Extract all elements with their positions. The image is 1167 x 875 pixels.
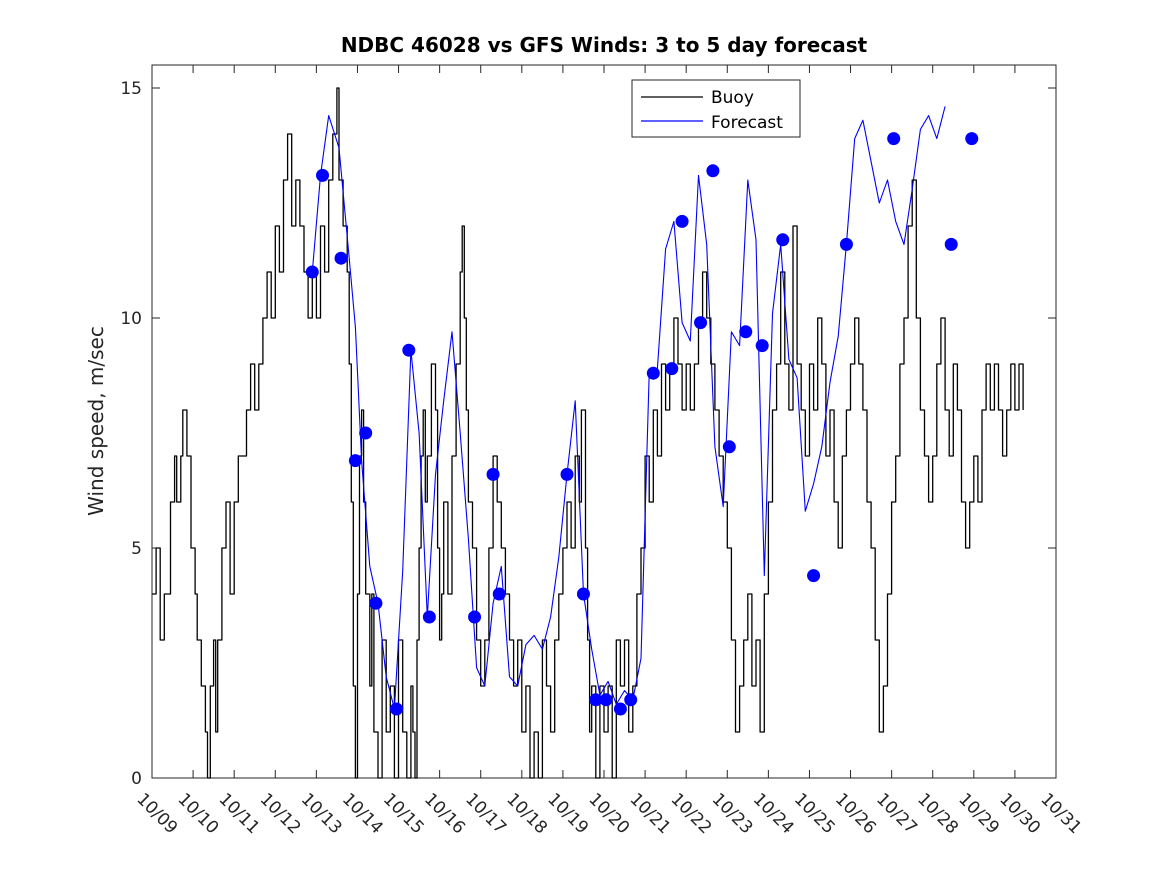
forecast-marker-point (887, 132, 901, 146)
forecast-marker-point (694, 316, 708, 330)
forecast-marker-point (492, 587, 506, 601)
forecast-marker-point (305, 265, 319, 279)
legend-label-forecast: Forecast (711, 113, 783, 133)
chart-title: NDBC 46028 vs GFS Winds: 3 to 5 day fore… (341, 33, 868, 57)
forecast-marker-point (348, 454, 362, 468)
forecast-marker-point (675, 214, 689, 228)
forecast-marker-point (624, 693, 638, 707)
forecast-marker-point (402, 343, 416, 357)
y-tick-label: 5 (131, 539, 142, 559)
forecast-marker-point (944, 237, 958, 251)
forecast-marker-point (369, 596, 383, 610)
forecast-marker-point (665, 362, 679, 376)
forecast-marker-point (560, 467, 574, 481)
legend-label-buoy: Buoy (711, 88, 754, 108)
forecast-marker-point (613, 702, 627, 716)
y-axis-label: Wind speed, m/sec (84, 326, 108, 516)
forecast-marker-point (755, 339, 769, 353)
y-tick-label: 15 (120, 79, 142, 99)
forecast-marker-point (468, 610, 482, 624)
series-line-buoy (152, 87, 1024, 779)
forecast-marker-point (422, 610, 436, 624)
forecast-marker-point (739, 325, 753, 339)
forecast-marker-point (589, 693, 603, 707)
forecast-markers (305, 132, 979, 716)
y-tick-label: 10 (120, 309, 142, 329)
forecast-marker-point (706, 164, 720, 178)
forecast-marker-point (776, 233, 790, 247)
plot-area (151, 64, 1057, 779)
forecast-marker-point (807, 569, 821, 583)
y-tick-label: 0 (131, 769, 142, 789)
forecast-marker-point (486, 467, 500, 481)
forecast-marker-point (359, 426, 373, 440)
forecast-marker-point (576, 587, 590, 601)
forecast-marker-point (722, 440, 736, 454)
forecast-marker-point (646, 366, 660, 380)
legend-box (631, 79, 801, 138)
forecast-marker-point (316, 168, 330, 182)
forecast-marker-point (839, 237, 853, 251)
forecast-marker-point (334, 251, 348, 265)
y-axis: 0 5 10 15 (120, 79, 1056, 789)
forecast-marker-point (599, 693, 613, 707)
forecast-marker-point (965, 132, 979, 146)
forecast-marker-point (389, 702, 403, 716)
legend: Buoy Forecast (631, 79, 801, 138)
